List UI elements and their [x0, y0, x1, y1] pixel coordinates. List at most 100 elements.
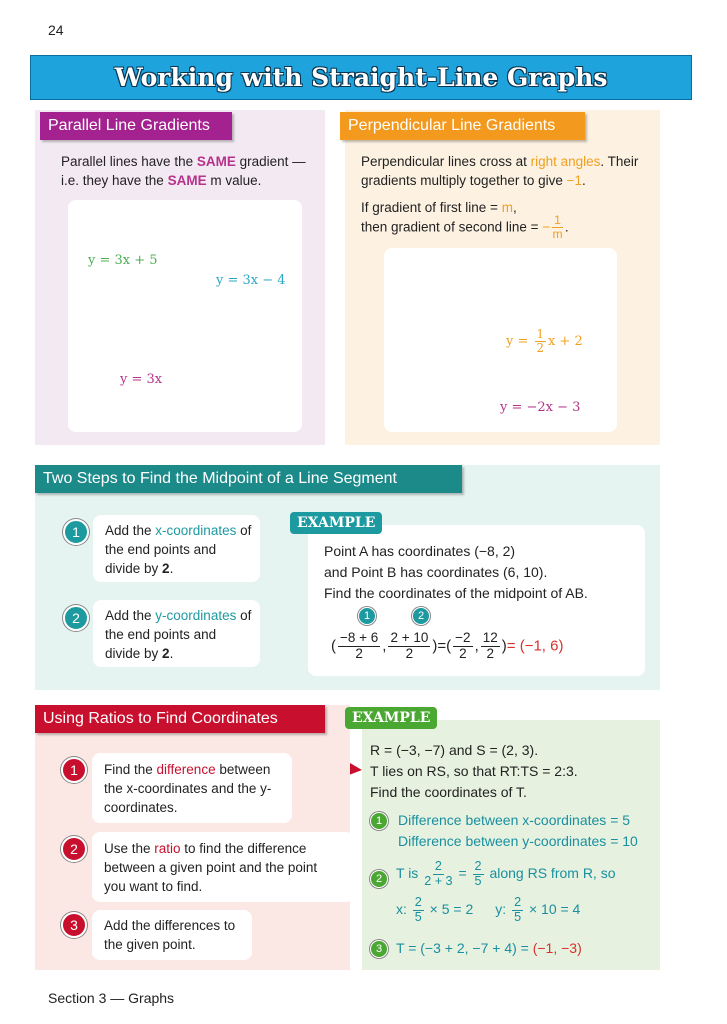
emphasis: ratio — [154, 841, 181, 856]
graph-label: y = 3x + 5 — [86, 253, 160, 268]
text-run: . — [582, 173, 586, 188]
text-run: , — [474, 637, 479, 655]
paragraph: then gradient of second line = −1 m. — [361, 213, 646, 242]
section-heading: Parallel Line Gradients — [40, 112, 232, 140]
line: Find the coordinates of T. — [370, 784, 527, 800]
numerator: 1 — [552, 213, 563, 229]
emphasis: SAME — [167, 173, 207, 188]
title: Working with Straight-Line Graphs — [30, 55, 692, 100]
footer: Section 3 — Graphs — [48, 990, 175, 1006]
step-text: Find the difference between the x-coordi… — [104, 760, 289, 817]
marker: 2 — [370, 870, 388, 888]
text-run: . — [169, 561, 174, 576]
line: and Point B has coordinates (6, 10). — [324, 564, 548, 580]
bold-run: 2 — [162, 646, 170, 661]
text-run: ( — [446, 637, 452, 655]
emphasis: difference — [156, 762, 216, 777]
text-run: Add the — [105, 608, 156, 623]
text-run: × 10 = 4 — [525, 901, 581, 918]
text-run: , — [382, 637, 387, 655]
step-number: 2 — [63, 605, 89, 631]
text-run: between the x-coordinates and the y-coor… — [104, 762, 272, 815]
line: Point A has coordinates (−8, 2) — [324, 543, 516, 559]
fraction: 2 + 10 2 — [388, 630, 431, 662]
emphasis: = (−1, 6) — [506, 637, 564, 655]
step-text: Add the x-coordinates of the end points … — [105, 521, 255, 578]
denominator: 2 — [486, 645, 494, 661]
example-badge: EXAMPLE — [345, 707, 438, 729]
graph-label: y = 3x − 4 — [214, 273, 288, 288]
text-run: = — [454, 865, 471, 882]
example-badge: EXAMPLE — [290, 512, 383, 534]
text-run: Add the — [105, 523, 156, 538]
example-card — [308, 525, 645, 676]
text-run: , — [512, 200, 517, 215]
example-text: R = (−3, −7) and S = (2, 3). T lies on R… — [370, 740, 578, 803]
marker: 1 — [358, 607, 376, 625]
denominator: 2 — [355, 645, 363, 661]
section-heading: Two Steps to Find the Midpoint of a Line… — [35, 465, 462, 493]
text-run: Find the — [104, 762, 157, 777]
step-number: 3 — [61, 912, 87, 938]
parallel-section: Parallel Line Gradients Parallel lines h… — [35, 110, 325, 445]
text-run: y: — [495, 901, 511, 918]
step-card — [92, 832, 354, 902]
graph-label: y = −2x − 3 — [498, 400, 583, 415]
numerator: 2 — [432, 859, 444, 875]
marker: 1 — [370, 812, 388, 830]
text-run: Perpendicular lines cross at — [361, 154, 531, 169]
denominator: 2 — [405, 645, 414, 661]
line: Find the coordinates of the midpoint of … — [324, 585, 588, 601]
fraction: 12 2 — [480, 630, 500, 662]
emphasis: (−1, −3) — [532, 940, 582, 956]
section-heading: Perpendicular Line Gradients — [340, 112, 585, 140]
numerator: 2 — [472, 859, 484, 875]
emphasis: y-coordinates — [155, 608, 237, 623]
text-run: If gradient of first line = — [361, 200, 502, 215]
step-number: 1 — [63, 519, 89, 545]
marker: 3 — [370, 940, 388, 958]
marker: 2 — [412, 607, 430, 625]
bold-run: 2 — [162, 561, 170, 576]
numerator: 12 — [480, 630, 500, 647]
denominator: 2 — [459, 645, 467, 661]
step-number: 1 — [61, 757, 87, 783]
step-card — [93, 515, 260, 582]
text-run: to find the difference between a given p… — [104, 841, 318, 894]
denominator: 2 — [536, 340, 544, 355]
ratios-section: Using Ratios to Find Coordinates 1 Find … — [35, 705, 354, 970]
text-run: . — [564, 219, 569, 235]
text-run: y = — [506, 333, 533, 349]
text-run: ( — [331, 637, 336, 655]
text-run: x + 2 — [547, 333, 583, 349]
text-run: Parallel lines have the — [61, 154, 197, 169]
step-text: Add the y-coordinates of the end points … — [105, 606, 255, 663]
text-run: = — [437, 637, 447, 655]
emphasis: m — [501, 200, 513, 215]
section-heading: Using Ratios to Find Coordinates — [35, 705, 325, 733]
text-run: T = (−3 + 2, −7 + 4) = — [396, 940, 533, 956]
text-run: Add the differences to the given point. — [104, 918, 236, 952]
emphasis: − — [542, 219, 551, 235]
ratios-example: EXAMPLE R = (−3, −7) and S = (2, 3). T l… — [345, 707, 660, 970]
text-run: . — [169, 646, 174, 661]
step-text: Add the differences to the given point. — [104, 916, 244, 954]
text-run: of the end points and divide by — [105, 608, 252, 661]
step-number: 2 — [61, 836, 87, 862]
text-run: x: — [396, 901, 411, 918]
numerator: −8 + 6 — [338, 630, 381, 647]
page-number: 24 — [48, 22, 64, 38]
emphasis: x-coordinates — [155, 523, 237, 538]
text-run: gradient — i.e. they have the — [61, 154, 306, 188]
denominator: 5 — [514, 909, 522, 924]
